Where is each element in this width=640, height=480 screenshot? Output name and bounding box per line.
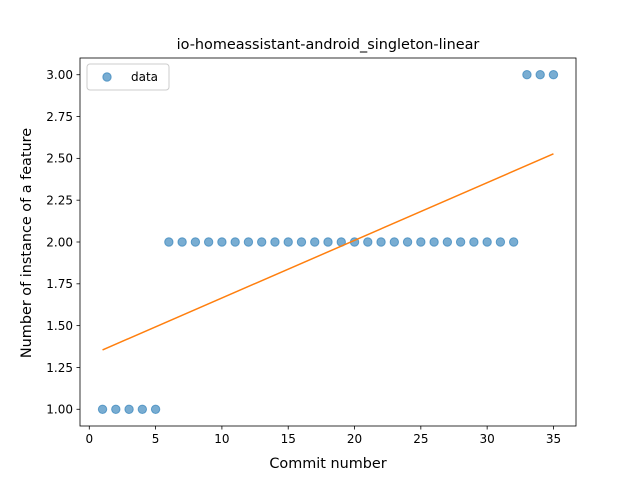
data-point [416,237,426,247]
x-tick-label: 25 [413,432,428,446]
fit-line [102,153,554,351]
data-point [203,237,214,247]
x-tick-label: 30 [480,432,495,446]
y-tick-label: 1.25 [46,361,73,375]
data-point [455,237,466,247]
data-point [469,237,479,247]
x-tick-label: 0 [85,432,93,446]
data-point [243,237,254,247]
legend-label: data [131,70,158,84]
y-tick-label: 2.00 [46,235,73,249]
data-point [256,237,267,247]
data-point [522,70,532,80]
y-tick-label: 1.75 [46,277,73,291]
data-point [230,237,240,247]
data-point [97,404,108,414]
x-tick-label: 35 [546,432,561,446]
data-point [376,237,386,247]
data-point [111,404,121,414]
y-tick-label: 1.00 [46,403,73,417]
data-point [164,237,174,247]
data-point [217,237,227,247]
data-point [283,237,293,247]
x-tick-label: 15 [281,432,296,446]
chart-title: io-homeassistant-android_singleton-linea… [177,37,480,53]
data-point [482,237,492,247]
data-point [177,237,187,247]
data-point [548,70,559,80]
legend-box [86,63,170,91]
data-point [495,237,506,247]
y-tick-label: 2.50 [46,152,73,166]
x-tick-label: 10 [214,432,229,446]
plot-area: 0 5 10 15 20 25 30 35 1.00 1.25 1.50 1.75 2.00 2.25 2.… [46,57,577,446]
y-tick-label: 1.50 [46,319,73,333]
y-tick-label: 2.75 [46,110,73,124]
x-tick-label: 20 [347,432,362,446]
data-point [270,237,280,247]
data-point [323,237,333,247]
data-point [137,404,148,414]
y-tick-label: 2.25 [46,193,73,207]
data-point [508,237,519,247]
data-point [190,237,201,247]
data-point [124,404,134,414]
y-tick-label: 3.00 [46,68,73,82]
data-point [442,237,453,247]
data-point [535,70,545,80]
data-point [150,404,161,414]
data-point [429,237,439,247]
x-tick-label: 5 [152,432,160,446]
data-point [310,237,320,247]
y-axis-label: Number of instance of a feature [19,128,35,358]
data-point [402,237,413,247]
x-axis-label: Commit number [269,456,386,472]
data-point [363,237,373,247]
legend-marker [102,72,112,82]
data-point [296,237,307,247]
legend: data [86,63,170,91]
data-point [389,237,400,247]
